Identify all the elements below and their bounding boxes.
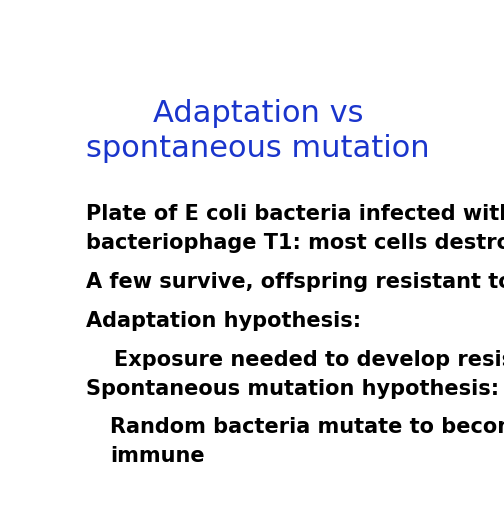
- Text: Adaptation hypothesis:: Adaptation hypothesis:: [87, 311, 361, 331]
- Text: bacteriophage T1: most cells destroyed: bacteriophage T1: most cells destroyed: [87, 233, 504, 253]
- Text: Spontaneous mutation hypothesis:: Spontaneous mutation hypothesis:: [87, 379, 499, 398]
- Text: A few survive, offspring resistant to T1: A few survive, offspring resistant to T1: [87, 272, 504, 292]
- Text: Adaptation vs
spontaneous mutation: Adaptation vs spontaneous mutation: [87, 99, 430, 163]
- Text: Plate of E coli bacteria infected with: Plate of E coli bacteria infected with: [87, 205, 504, 225]
- Text: Random bacteria mutate to become: Random bacteria mutate to become: [110, 418, 504, 437]
- Text: immune: immune: [110, 446, 205, 466]
- Text: Exposure needed to develop resistance: Exposure needed to develop resistance: [114, 350, 504, 370]
